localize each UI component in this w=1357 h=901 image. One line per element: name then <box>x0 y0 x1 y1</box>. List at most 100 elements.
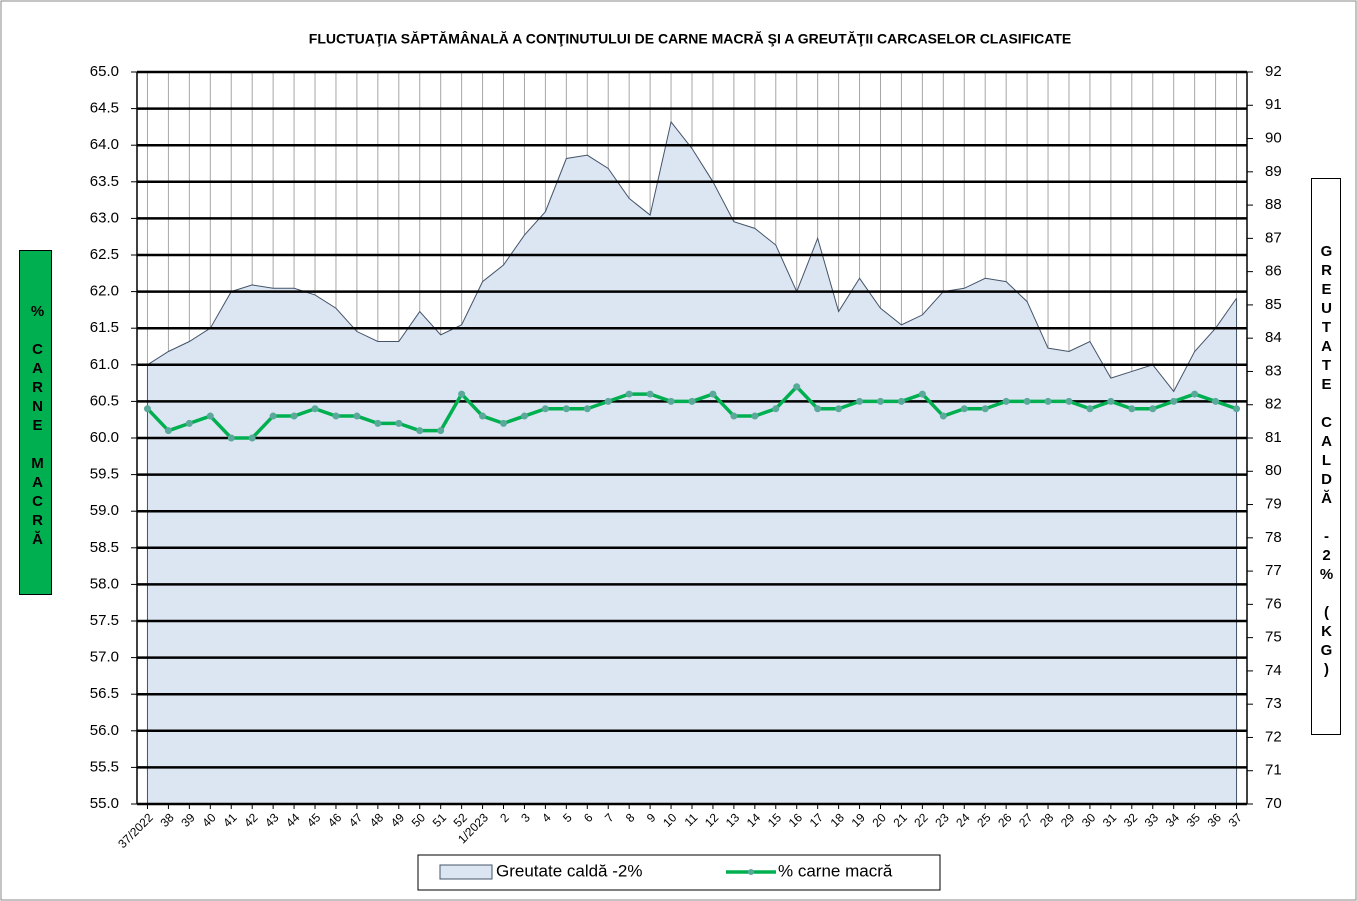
y-tick-label: 56.5 <box>90 685 119 702</box>
line-marker <box>835 405 843 413</box>
line-marker <box>206 412 214 420</box>
y-tick-label: 64.0 <box>90 136 119 153</box>
line-marker <box>1044 397 1052 405</box>
y2-tick-label: 89 <box>1265 163 1282 180</box>
y2-tick-label: 86 <box>1265 263 1282 280</box>
line-marker <box>227 434 235 442</box>
line-marker <box>772 405 780 413</box>
line-marker <box>269 412 277 420</box>
line-marker <box>1170 397 1178 405</box>
line-marker <box>1191 390 1199 398</box>
line-marker <box>1086 405 1094 413</box>
y2-tick-label: 91 <box>1265 96 1282 113</box>
line-marker <box>814 405 822 413</box>
y-tick-label: 65.0 <box>90 63 119 80</box>
y2-tick-label: 82 <box>1265 396 1282 413</box>
y-tick-label: 57.5 <box>90 612 119 629</box>
y2-axis-title: GREUTATE CALDĂ -2% (KG) <box>1311 178 1341 735</box>
line-marker <box>311 405 319 413</box>
line-marker <box>625 390 633 398</box>
line-marker <box>730 412 738 420</box>
y2-tick-label: 75 <box>1265 629 1282 646</box>
line-marker <box>939 412 947 420</box>
line-marker <box>876 397 884 405</box>
y-tick-label: 58.5 <box>90 539 119 556</box>
line-marker <box>500 419 508 427</box>
legend-label: Greutate caldă -2% <box>496 861 642 880</box>
y2-tick-label: 71 <box>1265 762 1282 779</box>
y-tick-label: 64.5 <box>90 100 119 117</box>
y-tick-label: 61.5 <box>90 319 119 336</box>
line-marker <box>1002 397 1010 405</box>
line-marker <box>479 412 487 420</box>
y2-tick-label: 74 <box>1265 662 1282 679</box>
y2-tick-label: 92 <box>1265 63 1282 80</box>
line-marker <box>458 390 466 398</box>
line-marker <box>143 405 151 413</box>
y2-tick-label: 77 <box>1265 562 1282 579</box>
y-tick-label: 62.5 <box>90 246 119 263</box>
y2-tick-label: 70 <box>1265 795 1282 812</box>
line-marker <box>374 419 382 427</box>
y-axis-title: % CARNE MACRĂ <box>19 250 52 595</box>
line-marker <box>709 390 717 398</box>
line-marker <box>416 427 424 435</box>
line-marker <box>185 419 193 427</box>
y2-tick-label: 73 <box>1265 695 1282 712</box>
chart-title: FLUCTUAŢIA SĂPTĂMÂNALĂ A CONŢINUTULUI DE… <box>309 30 1071 47</box>
legend-swatch <box>439 864 493 880</box>
y-tick-label: 55.5 <box>90 758 119 775</box>
y-tick-label: 59.0 <box>90 502 119 519</box>
y2-tick-label: 85 <box>1265 296 1282 313</box>
line-marker <box>918 390 926 398</box>
line-marker <box>793 383 801 391</box>
area-outline <box>147 120 1237 393</box>
line-marker <box>541 405 549 413</box>
y-tick-label: 59.5 <box>90 466 119 483</box>
y-tick-label: 57.0 <box>90 649 119 666</box>
y2-tick-label: 79 <box>1265 496 1282 513</box>
y-tick-label: 62.0 <box>90 283 119 300</box>
line-marker <box>856 397 864 405</box>
y-tick-label: 55.0 <box>90 795 119 812</box>
y2-tick-label: 90 <box>1265 130 1282 147</box>
y-tick-label: 63.5 <box>90 173 119 190</box>
line-marker <box>437 427 445 435</box>
legend-box <box>417 854 941 891</box>
y2-tick-label: 72 <box>1265 728 1282 745</box>
legend-marker <box>748 869 754 875</box>
legend-label: % carne macră <box>778 861 893 880</box>
line-marker <box>981 405 989 413</box>
line-marker <box>688 397 696 405</box>
line-marker <box>1065 397 1073 405</box>
line-marker <box>583 405 591 413</box>
line-marker <box>248 434 256 442</box>
y-tick-label: 60.5 <box>90 392 119 409</box>
y2-tick-label: 81 <box>1265 429 1282 446</box>
y2-tick-label: 84 <box>1265 329 1282 346</box>
line-marker <box>646 390 654 398</box>
line-marker <box>353 412 361 420</box>
y-tick-label: 60.0 <box>90 429 119 446</box>
y2-tick-label: 78 <box>1265 529 1282 546</box>
line-marker <box>1149 405 1157 413</box>
line-marker <box>1128 405 1136 413</box>
line-marker <box>604 397 612 405</box>
line-marker <box>562 405 570 413</box>
y2-tick-label: 83 <box>1265 362 1282 379</box>
y2-tick-label: 88 <box>1265 196 1282 213</box>
y-tick-label: 58.0 <box>90 575 119 592</box>
line-marker <box>395 419 403 427</box>
line-marker <box>164 427 172 435</box>
y2-tick-label: 80 <box>1265 462 1282 479</box>
y2-tick-label: 76 <box>1265 595 1282 612</box>
y-tick-label: 61.0 <box>90 356 119 373</box>
y-tick-label: 63.0 <box>90 209 119 226</box>
line-marker <box>1212 397 1220 405</box>
line-marker <box>332 412 340 420</box>
line-marker <box>897 397 905 405</box>
line-marker <box>960 405 968 413</box>
line-marker <box>290 412 298 420</box>
